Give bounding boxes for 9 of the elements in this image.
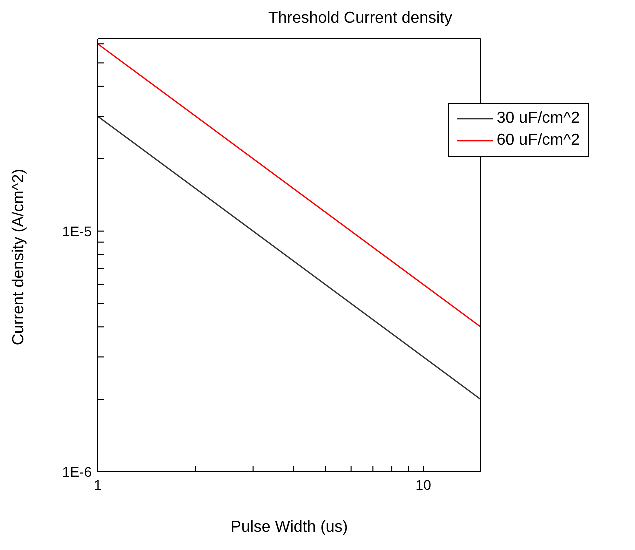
y-tick-label: 1E-5	[62, 223, 92, 240]
chart-title: Threshold Current density	[267, 10, 454, 28]
y-tick-label: 1E-6	[62, 464, 92, 480]
y-axis-title: Current density (A/cm^2)	[10, 169, 28, 346]
legend-label: 60 uF/cm^2	[496, 131, 580, 151]
x-axis-title: Pulse Width (us)	[230, 519, 348, 536]
legend-label: 30 uF/cm^2	[496, 109, 580, 129]
x-tick-label: 10	[416, 476, 432, 493]
x-tick-label: 1	[94, 476, 102, 493]
